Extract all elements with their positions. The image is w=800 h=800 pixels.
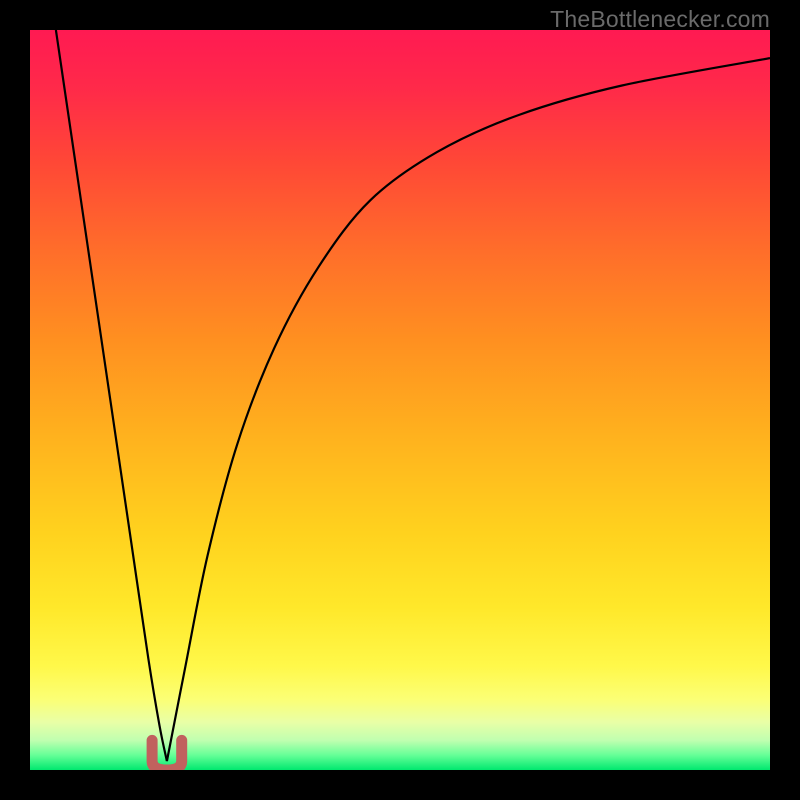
trough-u-marker xyxy=(152,740,182,770)
plot-area xyxy=(30,30,770,770)
bottleneck-curve-right xyxy=(167,58,770,761)
chart-frame: TheBottlenecker.com xyxy=(0,0,800,800)
watermark-text: TheBottlenecker.com xyxy=(550,6,770,33)
bottleneck-curve-left xyxy=(56,30,167,761)
curve-layer xyxy=(30,30,770,770)
